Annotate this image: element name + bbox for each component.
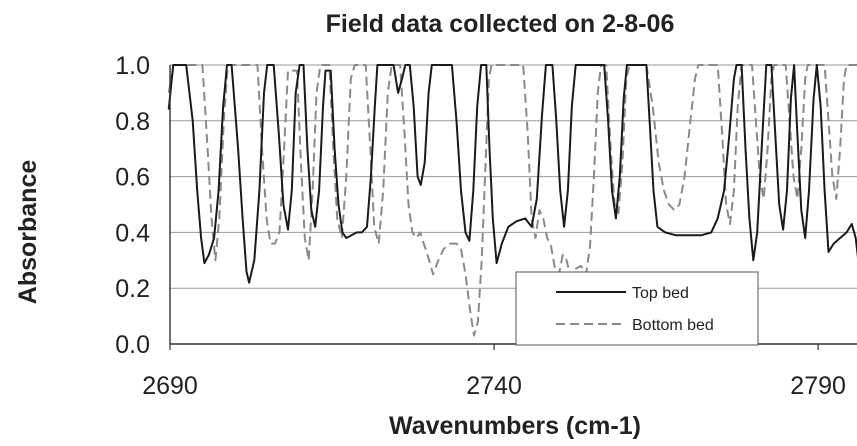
legend: Top bed Bottom bed [515, 271, 759, 346]
legend-label-top-bed: Top bed [632, 285, 689, 302]
x-tick-labels: 2690 2740 2790 [142, 372, 846, 400]
x-tick-label: 2790 [790, 372, 846, 400]
series-line-bottom-bed [167, 64, 857, 337]
y-tick-labels: 0.0 0.2 0.4 0.6 0.8 1.0 [115, 52, 150, 359]
y-axis-title: Absorbance [14, 160, 42, 305]
x-tick-label: 2690 [142, 372, 198, 400]
y-tick-label: 1.0 [115, 52, 150, 80]
x-tick-label: 2740 [466, 372, 522, 400]
chart-title: Field data collected on 2-8-06 [326, 10, 675, 38]
series-line-top-bed [167, 64, 857, 284]
x-axis-title: Wavenumbers (cm-1) [389, 412, 641, 440]
legend-box [515, 271, 759, 346]
y-tick-label: 0.4 [115, 219, 150, 247]
legend-label-bottom-bed: Bottom bed [632, 317, 714, 334]
y-tick-label: 0.2 [115, 275, 150, 303]
plot-series [167, 64, 857, 337]
y-tick-label: 0.8 [115, 108, 150, 136]
y-tick-label: 0.6 [115, 164, 150, 192]
y-tick-label: 0.0 [115, 331, 150, 359]
